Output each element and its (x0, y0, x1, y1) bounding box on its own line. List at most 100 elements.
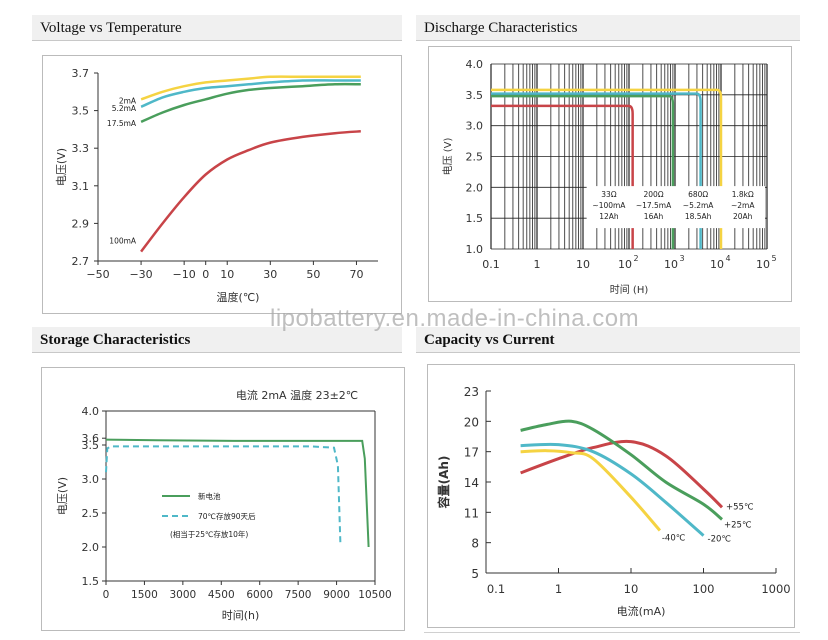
y-tick-label: 1.5 (466, 212, 484, 225)
x-tick-label: −10 (173, 268, 196, 281)
discharge-svg: 1.01.52.02.53.03.54.00.1 1 10 10 2 10 3 10 4 10 5时… (441, 58, 777, 296)
series-label: 100mA (109, 237, 137, 246)
y-tick-label: 2.7 (72, 255, 90, 268)
legend-text: 12Ah (599, 212, 619, 221)
series-line (520, 419, 723, 521)
series-label: 2mA (119, 96, 137, 105)
y-axis-label: 电压(V) (56, 477, 69, 515)
x-tick-label: 10 (624, 582, 639, 596)
x-axis-label: 时间(h) (222, 609, 260, 622)
voltage-temp-svg: 2.7 2.9 3.1 3.3 3.5 3.7 −50 −30 −10 0 10 30 50 70 温度(℃… (55, 67, 378, 304)
y-tick-label: 4.0 (82, 405, 100, 418)
header-voltage-temp: Voltage vs Temperature (32, 15, 402, 41)
legend-text: ~5.2mA (683, 201, 715, 210)
y-tick-label: 11 (464, 506, 479, 520)
x-tick-label: 0.1 (482, 258, 500, 271)
y-tick-label: 3.5 (72, 105, 90, 118)
y-tick-label: 1.0 (466, 243, 484, 256)
y-tick-label: 3.5 (82, 439, 100, 452)
y-tick-label: 1.5 (82, 575, 100, 588)
x-tick-exponent: 5 (771, 254, 776, 263)
y-tick-label: 3.7 (72, 67, 90, 80)
y-tick-label: 17 (464, 446, 479, 460)
series-line (105, 438, 370, 548)
x-tick-label: 1500 (131, 589, 158, 601)
series-line (491, 92, 702, 249)
storage-svg: 1.5 2.0 2.5 3.0 3.53.6 4.0 0 1500 3000 4500 6000 75… (56, 388, 392, 622)
y-axis-label: 容量(Ah) (436, 456, 451, 510)
y-tick-label: 5 (471, 567, 479, 581)
x-tick-exponent: 3 (679, 254, 684, 263)
series-line (491, 94, 675, 249)
chart-discharge: 1.0 1.5 2.0 2.5 3.0 3.5 4.0 0.1 1 10 10 2 10 3 10 4 10 5 时… (428, 46, 792, 302)
series-line (520, 439, 724, 509)
x-tick-label: 100 (693, 582, 715, 596)
series-line (520, 442, 705, 537)
y-tick-label: 2.5 (82, 507, 100, 520)
x-tick-label: 6000 (246, 589, 273, 601)
x-tick-label: 4500 (208, 589, 235, 601)
x-tick-label: 10 (576, 258, 590, 271)
series-label: 5.2mA (112, 104, 137, 113)
series-line (491, 88, 723, 249)
legend-text: 16Ah (644, 212, 664, 221)
legend-text: 1.8kΩ (732, 190, 754, 199)
y-tick-label: 3.0 (466, 120, 484, 133)
legend-text: 70℃存放90天后 (198, 511, 256, 521)
capacity-svg: 5 8 11 14 17 20 23 0.1 1 10 100 1000 电流(mA) 容量(Ah) +55… (436, 385, 791, 618)
x-tick-label: 70 (349, 268, 363, 281)
legend-text: 新电池 (198, 491, 221, 501)
series-line (491, 104, 634, 249)
watermark: lipobattery.en.made-in-china.com (270, 305, 640, 332)
x-tick-label: 3000 (169, 589, 196, 601)
y-tick-label: 3.3 (72, 142, 90, 155)
x-tick-label: 10 (664, 258, 678, 271)
series-label: -40℃ (662, 534, 686, 544)
legend-text: 200Ω (644, 190, 664, 199)
y-tick-label: 14 (464, 476, 479, 490)
x-axis-label: 时间 (H) (610, 283, 649, 296)
x-tick-label: −30 (129, 268, 152, 281)
y-tick-label: 20 (464, 415, 479, 429)
annotation: 电流 2mA 温度 23±2℃ (236, 388, 358, 402)
y-tick-label: 2.9 (72, 217, 90, 230)
x-tick-label: 0.1 (487, 582, 505, 596)
separator-bottom (424, 632, 800, 633)
y-axis-label: 电压(V) (55, 148, 68, 186)
series-line (140, 79, 361, 108)
x-tick-label: 10 (220, 268, 234, 281)
legend-box (586, 186, 765, 229)
series-line (140, 82, 361, 124)
legend-note: (相当于25℃存放10年) (170, 529, 248, 539)
series-line (140, 130, 361, 253)
legend-text: 680Ω (688, 190, 708, 199)
y-tick-label: 3.6 (82, 432, 100, 445)
series-label: 17.5mA (107, 119, 137, 128)
legend-text: 18.5Ah (685, 212, 712, 221)
x-tick-label: 9000 (323, 589, 350, 601)
chart-voltage-temp: 2.7 2.9 3.1 3.3 3.5 3.7 −50 −30 −10 0 10 30 50 70 温度(℃… (42, 55, 402, 314)
y-tick-label: 3.0 (82, 473, 100, 486)
x-tick-label: 10500 (358, 589, 391, 601)
y-tick-label: 2.0 (82, 541, 100, 554)
x-tick-label: 7500 (285, 589, 312, 601)
legend-text: ~100mA (592, 201, 626, 210)
x-tick-label: 10 (756, 258, 770, 271)
series-line (140, 75, 361, 101)
series-label: +55℃ (726, 502, 754, 512)
series-label: +25℃ (724, 520, 752, 530)
x-tick-label: 1 (534, 258, 541, 271)
x-tick-label: −50 (86, 268, 109, 281)
series-line (520, 449, 662, 532)
y-tick-label: 3.1 (72, 180, 90, 193)
x-tick-label: 10 (710, 258, 724, 271)
chart-capacity: 5 8 11 14 17 20 23 0.1 1 10 100 1000 电流(mA) 容量(Ah) +55… (427, 364, 795, 628)
series-line (105, 445, 342, 544)
y-axis-label: 电压 (V) (441, 137, 454, 175)
header-discharge: Discharge Characteristics (416, 15, 800, 41)
legend-text: ~2mA (731, 201, 755, 210)
x-tick-label: 0 (202, 268, 209, 281)
x-tick-exponent: 2 (633, 254, 638, 263)
legend-text: ~17.5mA (636, 201, 672, 210)
x-tick-label: 0 (103, 589, 110, 601)
